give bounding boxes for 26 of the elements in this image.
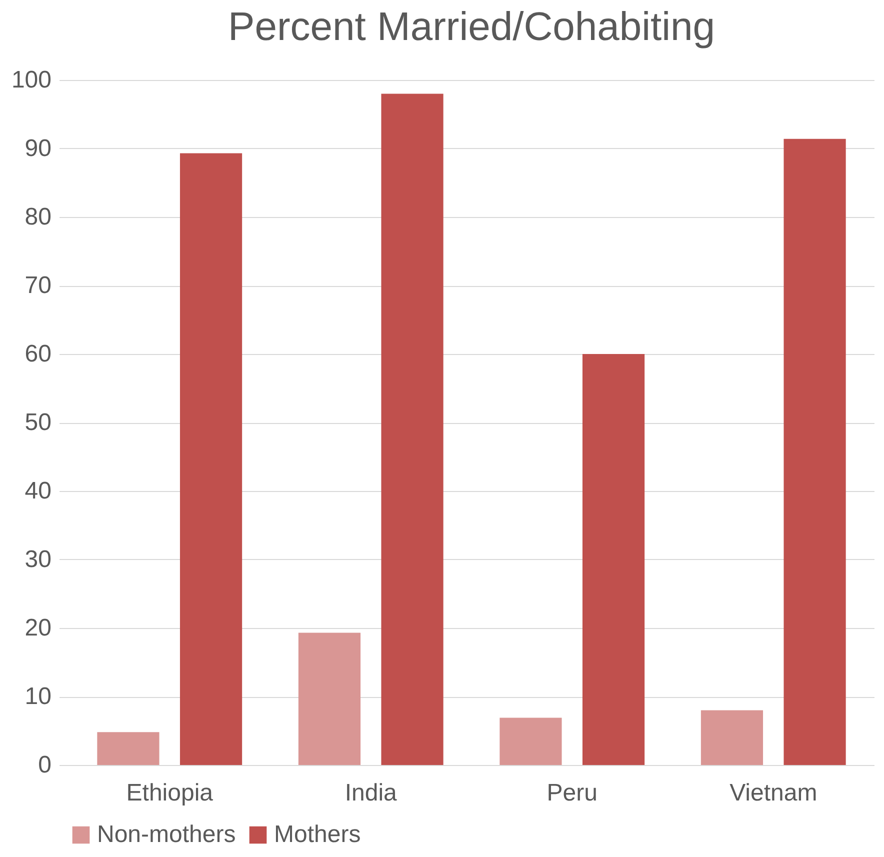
chart-title: Percent Married/Cohabiting (228, 5, 715, 49)
x-tick-label: Vietnam (730, 780, 818, 806)
y-tick-label: 40 (24, 478, 52, 504)
y-tick-label: 50 (24, 409, 52, 436)
x-tick-label: Peru (546, 780, 598, 806)
bar (500, 718, 562, 765)
bar (582, 354, 645, 765)
bar (97, 732, 160, 765)
legend-label: Non-mothers (97, 821, 236, 848)
y-tick-label: 90 (24, 135, 52, 162)
bar (784, 138, 846, 765)
y-tick-label: 10 (24, 683, 52, 710)
bar (700, 710, 764, 765)
y-tick-label: 0 (38, 752, 52, 778)
y-tick-label: 100 (11, 66, 52, 94)
x-tick-label: India (344, 780, 398, 806)
bar (381, 94, 444, 765)
x-tick-label: Ethiopia (126, 780, 214, 806)
bar (298, 632, 361, 765)
y-tick-label: 70 (24, 272, 52, 299)
y-tick-label: 30 (24, 546, 52, 573)
y-tick-label: 20 (24, 614, 52, 642)
legend-label: Mothers (274, 821, 361, 848)
bar (180, 153, 242, 765)
y-tick-label: 80 (24, 204, 52, 230)
y-tick-label: 60 (24, 340, 52, 368)
